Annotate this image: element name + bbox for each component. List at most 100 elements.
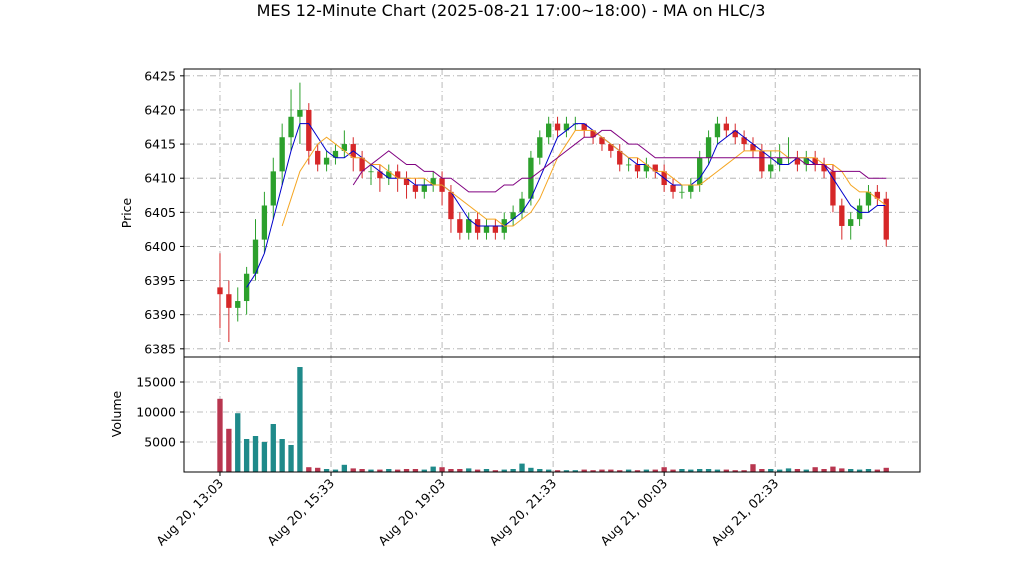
volume-bar <box>679 469 685 472</box>
candle-body <box>386 171 392 179</box>
volume-bar <box>830 466 836 472</box>
volume-bar <box>279 439 285 472</box>
volume-frame <box>183 356 921 473</box>
volume-bar <box>705 469 712 472</box>
volume-bar <box>519 463 525 472</box>
volume-bar <box>625 469 632 472</box>
y-tick-label: 5000 <box>144 435 176 450</box>
chart-title: MES 12-Minute Chart (2025-08-21 17:00~18… <box>257 1 766 20</box>
y-tick-label: 6385 <box>144 341 176 356</box>
candle-body <box>688 185 694 192</box>
volume-bar <box>492 470 499 472</box>
volume-bar <box>634 470 641 472</box>
volume-bar <box>652 469 658 472</box>
volume-bar <box>883 467 889 472</box>
candle-body <box>723 123 730 131</box>
candle-body <box>848 219 854 226</box>
volume-bar <box>794 469 801 472</box>
volume-bar <box>617 470 623 472</box>
candle-body <box>537 137 543 158</box>
volume-bar <box>670 469 676 472</box>
volume-bar <box>448 469 454 472</box>
volume-bar <box>386 469 392 472</box>
volume-bar <box>723 469 730 472</box>
candle-body <box>448 191 454 220</box>
y-tick-label: 6420 <box>144 102 176 117</box>
candle-body <box>261 205 268 240</box>
volume-bar <box>466 468 472 472</box>
volume-bar <box>821 469 827 472</box>
y-tick-label: 6405 <box>144 205 176 220</box>
candle-body <box>394 171 401 179</box>
candle-body <box>865 191 872 206</box>
volume-bar <box>439 467 445 472</box>
volume-bar <box>741 470 747 472</box>
volume-bar <box>608 469 614 472</box>
candle-body <box>341 144 348 151</box>
candle-body <box>705 137 712 158</box>
y-tick-label: 6410 <box>144 171 176 186</box>
volume-bar <box>714 469 721 472</box>
candle-body <box>217 287 223 295</box>
y-axis-label: Price <box>119 197 134 228</box>
volume-bar <box>590 470 596 472</box>
candle-body <box>697 157 703 186</box>
volume-bar <box>457 469 463 472</box>
candle-body <box>226 294 232 308</box>
volume-bar <box>856 469 863 472</box>
y-tick-label: 6415 <box>144 137 176 152</box>
candle-body <box>581 123 587 131</box>
volume-bar <box>332 469 339 472</box>
candle-body <box>732 130 738 138</box>
y-tick-label: 15000 <box>136 375 176 390</box>
volume-bar <box>581 469 587 472</box>
volume-bar <box>776 469 783 472</box>
candle-body <box>821 164 827 172</box>
candle-body <box>768 164 774 172</box>
y-tick-label: 10000 <box>136 405 176 420</box>
plot-layer: 6385 6390 6395 6400 6405 6410 6415 6420 6425 5000… <box>136 68 920 549</box>
candle-body <box>812 157 818 165</box>
candle-body <box>554 123 561 131</box>
volume-bar <box>874 469 881 472</box>
moving-average-line <box>246 123 887 288</box>
volume-bar <box>368 469 374 472</box>
volume-bar <box>546 469 552 472</box>
volume-bar <box>803 469 809 472</box>
candle-body <box>368 171 374 173</box>
candle-body <box>714 123 721 138</box>
volume-bar <box>732 470 738 472</box>
candle-body <box>625 164 632 166</box>
candle-body <box>306 109 312 151</box>
volume-axis-label: Volume <box>109 390 124 437</box>
volume-bar <box>554 470 561 472</box>
candle-body <box>670 185 676 192</box>
volume-bar <box>226 428 232 472</box>
y-tick-label: 6400 <box>144 239 176 254</box>
volume-bar <box>848 469 854 472</box>
volume-bar <box>341 464 348 472</box>
candle-body <box>839 205 845 226</box>
candle-body <box>830 171 836 206</box>
candle-body <box>297 109 303 117</box>
y-tick-label: 6395 <box>144 273 176 288</box>
y-tick-label: 6390 <box>144 307 176 322</box>
volume-bar <box>750 464 756 472</box>
volume-bar <box>510 469 516 472</box>
volume-bar <box>688 469 694 472</box>
volume-bar <box>252 436 259 472</box>
candle-body <box>679 191 685 193</box>
volume-bar <box>768 469 774 472</box>
moving-average-line <box>281 129 887 227</box>
candle-body <box>794 157 801 165</box>
volume-bar <box>235 413 241 472</box>
volume-bar <box>474 469 481 472</box>
candle-body <box>377 171 383 179</box>
volume-bar <box>412 469 419 472</box>
volume-bar <box>377 469 383 472</box>
volume-bar <box>839 468 845 472</box>
candle-body <box>403 178 410 186</box>
candle-body <box>412 185 419 192</box>
candle-body <box>617 150 623 165</box>
